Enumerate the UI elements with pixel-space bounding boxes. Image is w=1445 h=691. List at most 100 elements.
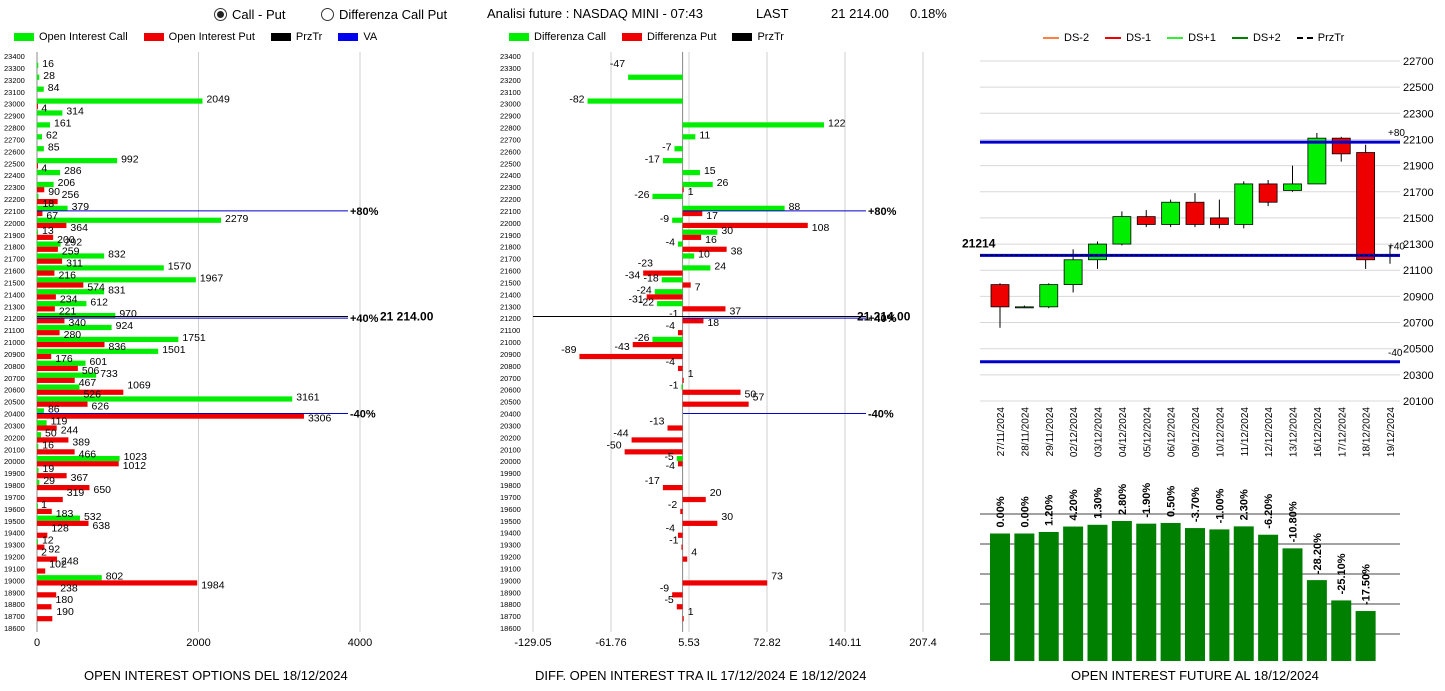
candle-body (1185, 201, 1205, 225)
strike-label: 20800 (500, 362, 521, 371)
strike-label: 20400 (4, 410, 25, 419)
call-bar (662, 158, 683, 164)
strike-label: 22300 (4, 183, 25, 192)
legend-item: DS-1 (1105, 32, 1151, 44)
call-bar (37, 169, 61, 176)
strike-label: 21400 (500, 290, 521, 299)
strike-label: 19500 (4, 517, 25, 526)
oi-value-label: -10.80% (1288, 501, 1300, 542)
strike-label: 20000 (500, 457, 521, 466)
future-candlestick-chart: 22700 22500 22300 22100 21900 21700 21500 21300… (962, 56, 1434, 457)
strike-label: 18900 (500, 588, 521, 597)
value-label: -4 (666, 460, 675, 472)
value-label: 30 (721, 511, 733, 523)
strike-label: 20200 (4, 433, 25, 442)
legend-swatch (270, 33, 291, 41)
value-label: -1 (669, 308, 678, 320)
x-tick-label: 2000 (186, 637, 210, 649)
strike-label: 18800 (500, 600, 521, 609)
value-label: 122 (828, 118, 846, 130)
put-bar (682, 389, 741, 395)
legend-item: PrzTr (270, 31, 322, 43)
put-bar (662, 485, 683, 491)
call-bar (37, 575, 102, 581)
put-bar (677, 461, 683, 467)
strike-label: 19200 (500, 553, 521, 562)
call-bar (682, 169, 700, 176)
strike-label: 19100 (4, 564, 25, 573)
call-bar (37, 301, 87, 307)
radio-differenza[interactable]: Differenza Call Put (321, 7, 447, 22)
oi-bar (990, 533, 1010, 661)
x-tick-label: -129.05 (514, 637, 551, 649)
put-bar (676, 604, 683, 610)
value-label: 37 (729, 305, 741, 317)
value-label: 18 (707, 317, 719, 329)
value-label: 924 (116, 320, 134, 332)
value-label: 13 (42, 225, 54, 237)
y-tick-label: 20300 (1403, 370, 1434, 382)
value-label: 367 (71, 472, 89, 484)
value-label: -5 (664, 594, 673, 606)
legend-label: DS+1 (1188, 32, 1216, 44)
oi-value-label: -25.10% (1336, 553, 1348, 594)
put-bar (37, 294, 56, 300)
strike-label: 22000 (500, 219, 521, 228)
put-bar (682, 187, 684, 193)
value-label: 161 (54, 118, 72, 130)
strike-label: 19500 (500, 517, 521, 526)
legend-swatch (14, 33, 34, 41)
put-bar (37, 258, 63, 264)
x-tick-label: 4000 (348, 637, 372, 649)
value-label: 216 (58, 270, 76, 282)
put-bar (37, 377, 75, 383)
call-bar (37, 515, 80, 521)
date-label: 06/12/2024 (1167, 407, 1178, 457)
call-bar (682, 205, 785, 211)
value-label: -9 (660, 582, 669, 594)
oi-value-label: 1.30% (1093, 487, 1105, 518)
marker-label: +40% (868, 313, 897, 325)
legend-item: DS+2 (1231, 32, 1281, 44)
put-bar (37, 496, 63, 503)
value-label: 2279 (225, 213, 249, 225)
oi-value-label: -1.00% (1214, 488, 1226, 523)
oi-value-label: -3.70% (1190, 487, 1202, 522)
last-price-label: 21 214.00 (380, 309, 434, 323)
put-bar (677, 532, 683, 538)
legend-left: Open Interest Call Open Interest Put PrzTr… (14, 31, 393, 43)
strike-label: 22900 (4, 112, 25, 121)
value-label: 16 (42, 58, 54, 70)
future-open-interest-chart: 0.00% 0.00% 1.20% 4.20% 1.30% 2.80% -1.90% 0.50… (980, 483, 1400, 661)
value-label: 12 (42, 535, 54, 547)
date-label: 17/12/2024 (1337, 407, 1348, 457)
value-label: 389 (72, 436, 90, 448)
marker-label: -40% (868, 409, 894, 421)
radio-call-put[interactable]: Call - Put (214, 7, 285, 22)
call-bar (37, 372, 97, 378)
value-label: 638 (93, 520, 111, 532)
date-label: 09/12/2024 (1191, 407, 1202, 457)
value-label: 319 (67, 487, 85, 499)
strike-label: 22500 (4, 159, 25, 168)
level-label: +40 (1388, 241, 1405, 252)
radio-unselected-icon (321, 8, 334, 21)
put-bar (682, 306, 726, 312)
value-label: -4 (666, 523, 675, 535)
date-label: 19/12/2024 (1386, 407, 1397, 457)
value-label: 30 (721, 225, 733, 237)
value-label: 970 (119, 308, 137, 320)
call-bar (37, 455, 120, 462)
strike-label: 20900 (500, 350, 521, 359)
call-bar (37, 312, 116, 319)
put-bar (682, 246, 727, 252)
call-bar (682, 229, 718, 235)
call-bar (37, 467, 39, 474)
legend-swatch (1105, 37, 1122, 39)
call-bar (682, 253, 695, 259)
call-bar (674, 146, 683, 152)
date-label: 27/11/2024 (996, 407, 1007, 457)
strike-label: 23000 (500, 100, 521, 109)
marker-label: +40% (350, 313, 379, 325)
value-label: 18 (42, 198, 54, 210)
